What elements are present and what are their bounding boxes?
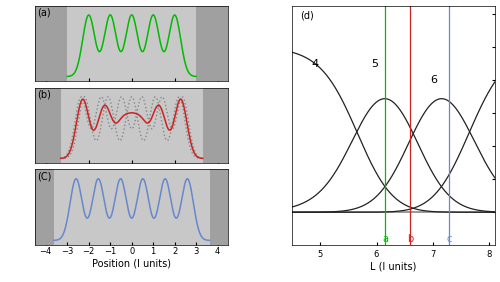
Bar bbox=[210, 126, 231, 250]
X-axis label: L (l units): L (l units) bbox=[370, 262, 416, 272]
Text: a: a bbox=[382, 234, 388, 244]
Text: c: c bbox=[446, 234, 452, 244]
Text: (C): (C) bbox=[37, 172, 52, 182]
Text: 6: 6 bbox=[430, 75, 437, 85]
Bar bbox=[196, 0, 230, 86]
Text: (a): (a) bbox=[37, 8, 51, 18]
Bar bbox=[33, 44, 61, 168]
Text: 5: 5 bbox=[371, 59, 378, 69]
X-axis label: Position (l units): Position (l units) bbox=[92, 259, 171, 268]
Text: 4: 4 bbox=[312, 59, 319, 69]
Bar bbox=[33, 0, 67, 86]
Text: (b): (b) bbox=[37, 90, 51, 100]
Text: (d): (d) bbox=[300, 10, 314, 20]
Bar bbox=[202, 44, 230, 168]
Text: b: b bbox=[407, 234, 414, 244]
Bar bbox=[33, 126, 54, 250]
